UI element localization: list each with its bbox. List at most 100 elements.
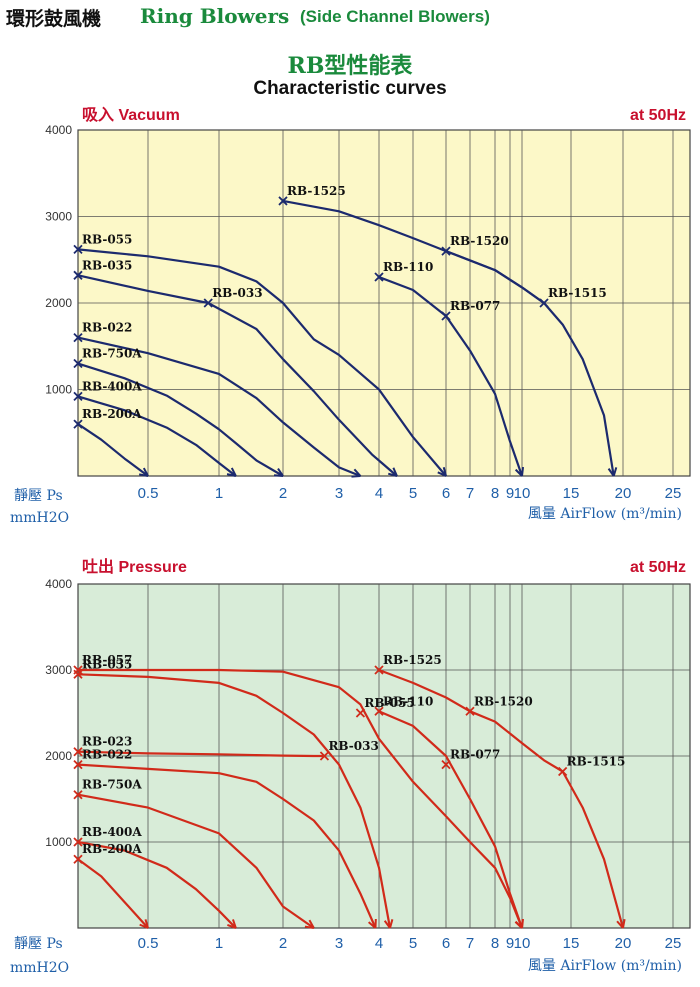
series-label: RB-077 <box>450 299 500 313</box>
chart-panel-1: 1000 2000 3000 4000 0.5 1 2 3 4 5 6 7 8 9 10 15 20 25 吐出 P… <box>10 557 691 976</box>
series-point <box>465 706 475 716</box>
x-tick-label: 15 <box>563 935 580 952</box>
series-point <box>539 298 549 308</box>
x-tick-label: 20 <box>615 935 632 952</box>
x-tick-label: 25 <box>665 935 682 952</box>
series-point <box>73 419 83 429</box>
series-arrowhead <box>514 466 525 477</box>
series-rb-035: RB-035 <box>73 657 394 929</box>
x-tick-label: 10 <box>514 935 531 952</box>
series-point <box>374 665 384 675</box>
series-rb-035: RB-035 <box>73 258 398 477</box>
x-tick-label: 9 <box>506 485 514 502</box>
series-point <box>73 244 83 255</box>
series-rb-077: RB-077 <box>441 299 500 321</box>
panel-label: 吐出 Pressure <box>82 557 187 576</box>
series-point <box>73 358 83 369</box>
series-point <box>73 759 83 770</box>
series-rb-750a: RB-750A <box>73 778 315 929</box>
series-rb-022: RB-022 <box>73 321 362 478</box>
series-rb-1520: RB-1520 <box>465 694 533 716</box>
y-axis-label: 靜壓 Ps <box>14 936 63 952</box>
series-line <box>77 274 398 477</box>
series-point <box>374 706 384 716</box>
series-point <box>73 854 83 864</box>
series-point <box>278 196 288 206</box>
series-point <box>203 298 213 308</box>
x-tick-label: 6 <box>442 485 450 502</box>
header-title-en: Ring Blowers <box>140 4 290 28</box>
series-arrowhead <box>273 467 284 477</box>
series-line <box>77 423 149 477</box>
y-axis-unit: mmH2O <box>10 510 69 526</box>
series-label: RB-055 <box>364 696 414 710</box>
series-line <box>378 710 524 929</box>
series-point <box>73 747 83 757</box>
y-tick-label: 4000 <box>45 577 72 591</box>
series-rb-1515: RB-1515 <box>558 754 626 929</box>
series-label: RB-1515 <box>548 286 607 300</box>
y-tick-label: 3000 <box>45 210 72 224</box>
x-tick-label: 3 <box>335 935 343 952</box>
series-line <box>77 395 237 477</box>
series-rb-033: RB-033 <box>319 739 379 761</box>
series-line <box>77 362 284 477</box>
series-arrowhead <box>227 919 237 929</box>
frequency-label: at 50Hz <box>630 559 686 576</box>
series-line <box>378 276 524 477</box>
x-tick-label: 15 <box>563 485 580 502</box>
series-arrowhead <box>616 918 626 929</box>
y-tick-label: 2000 <box>45 749 72 763</box>
y-tick-label: 3000 <box>45 663 72 677</box>
series-line <box>77 336 361 478</box>
x-tick-label: 5 <box>409 485 417 502</box>
series-point <box>441 311 451 321</box>
series-label: RB-033 <box>212 286 262 300</box>
frequency-label: at 50Hz <box>630 107 686 124</box>
series-rb-110: RB-110 <box>374 260 525 477</box>
y-tick-label: 1000 <box>45 383 72 397</box>
series-rb-200a: RB-200A <box>73 842 149 929</box>
x-tick-label: 4 <box>375 485 383 502</box>
series-rb-1525: RB-1525 <box>374 653 564 773</box>
x-tick-label: 5 <box>409 935 417 952</box>
series-rb-400a: RB-400A <box>73 379 237 477</box>
series-rb-110: RB-110 <box>374 694 525 929</box>
x-tick-label: 9 <box>506 935 514 952</box>
y-tick-label: 2000 <box>45 296 72 310</box>
x-tick-label: 4 <box>375 935 383 952</box>
x-tick-label: 25 <box>665 485 682 502</box>
series-label: RB-055 <box>82 232 132 246</box>
x-tick-label: 0.5 <box>138 935 159 952</box>
series-line <box>77 750 325 758</box>
series-arrowhead <box>514 918 525 929</box>
series-label: RB-022 <box>82 748 132 762</box>
series-label: RB-110 <box>383 694 433 708</box>
series-label: RB-1525 <box>287 184 346 198</box>
series-arrowhead <box>138 467 149 477</box>
x-tick-label: 1 <box>215 485 223 502</box>
y-tick-label: 1000 <box>45 835 72 849</box>
header-subtitle-en: (Side Channel Blowers) <box>300 7 490 26</box>
series-rb-1515: RB-1515 <box>539 286 618 477</box>
series-point <box>73 837 83 847</box>
series-label: RB-035 <box>82 258 132 272</box>
header-title-cn: 環形鼓風機 <box>6 8 102 30</box>
series-rb-023: RB-023 <box>73 735 325 758</box>
series-arrowhead <box>351 468 362 478</box>
x-tick-label: 2 <box>279 485 287 502</box>
series-point <box>73 270 83 280</box>
series-line <box>77 793 315 929</box>
series-point <box>73 391 83 402</box>
series-line <box>77 673 392 929</box>
series-rb-1520: RB-1520 <box>441 234 545 304</box>
series-label: RB-1525 <box>383 653 442 667</box>
series-point <box>558 766 568 777</box>
series-point <box>73 790 83 800</box>
series-rb-200a: RB-200A <box>73 407 149 477</box>
panel-label: 吸入 Vacuum <box>82 106 180 124</box>
series-arrowhead <box>226 467 237 477</box>
series-label: RB-200A <box>82 842 142 856</box>
series-arrowhead <box>387 467 398 477</box>
